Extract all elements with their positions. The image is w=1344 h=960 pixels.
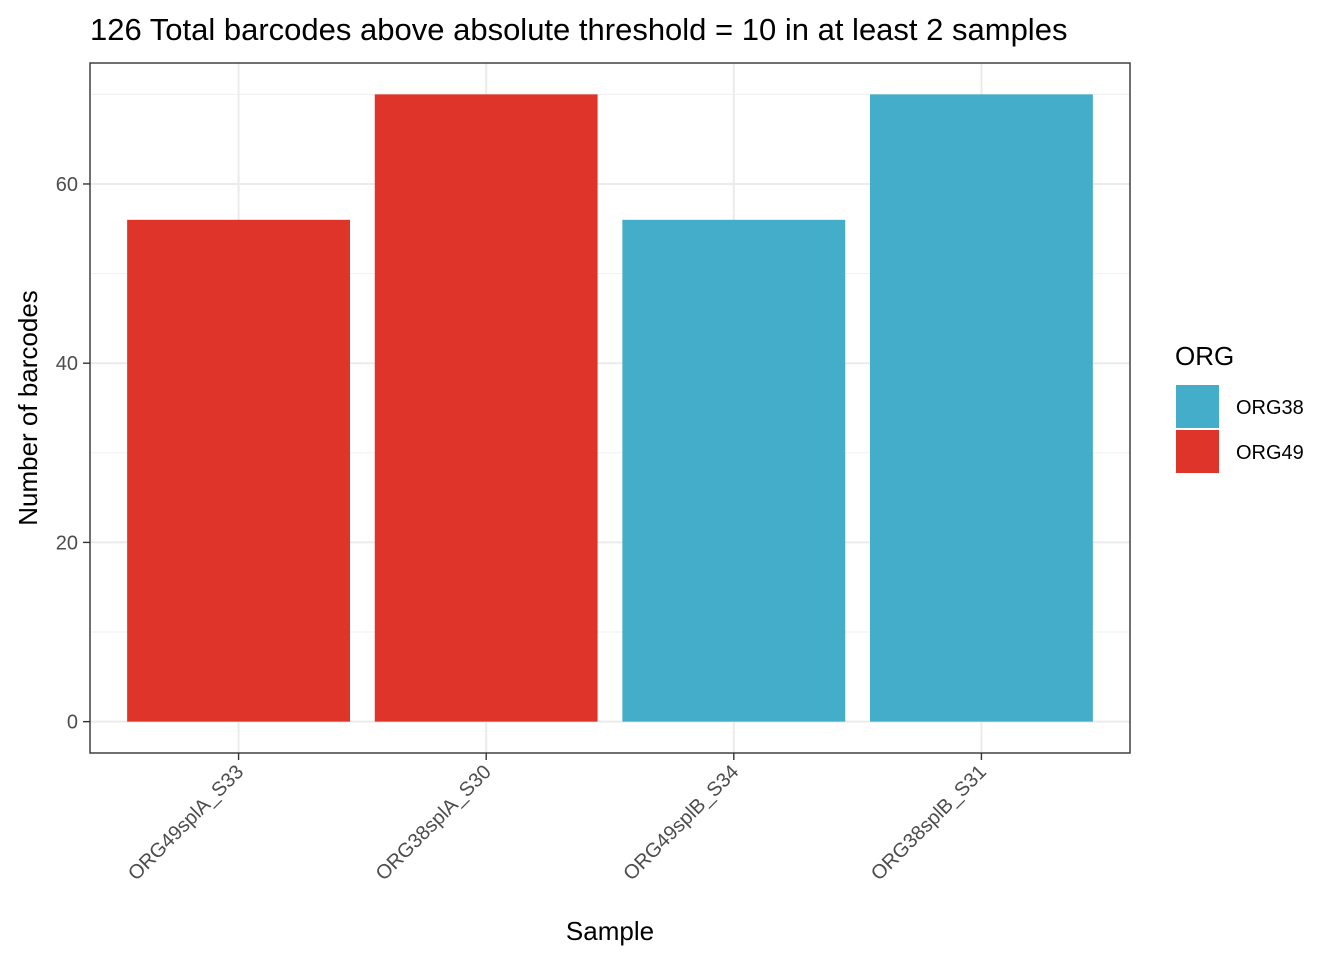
y-axis-title: Number of barcodes: [13, 290, 43, 526]
legend-label: ORG38: [1236, 397, 1304, 419]
legend-title: ORG: [1175, 341, 1234, 371]
bar: [622, 220, 845, 722]
bar: [127, 220, 350, 722]
bar: [375, 94, 598, 721]
y-tick-label: 40: [56, 353, 78, 375]
y-tick-label: 20: [56, 532, 78, 554]
legend-label: ORG49: [1236, 442, 1304, 464]
y-tick-label: 0: [67, 712, 78, 734]
bar: [870, 94, 1093, 721]
y-tick-label: 60: [56, 174, 78, 196]
legend-swatch: [1176, 430, 1219, 473]
chart-title: 126 Total barcodes above absolute thresh…: [90, 12, 1067, 47]
plot-panel: [90, 63, 1130, 753]
x-axis-title: Sample: [566, 916, 654, 946]
legend-swatch: [1176, 385, 1219, 428]
